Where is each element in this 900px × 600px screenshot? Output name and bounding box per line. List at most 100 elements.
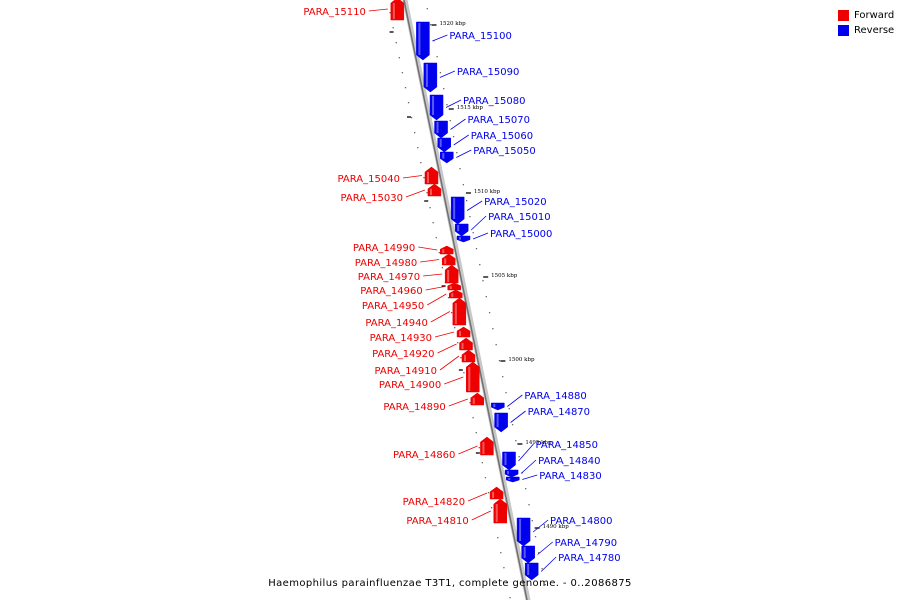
gene-para_14780: [524, 562, 539, 581]
gene-para_14830: [506, 476, 520, 483]
gene-leader-line: [448, 398, 468, 407]
guide-dot: [466, 200, 468, 202]
gene-highlight: [442, 249, 445, 253]
gene-para_15030: [427, 183, 442, 197]
gene-leader-line: [405, 189, 426, 198]
forward-swatch: [838, 10, 849, 21]
guide-dot: [511, 424, 514, 426]
gene-para_14900: [466, 361, 480, 393]
tick-label: 1495 kbp: [525, 440, 552, 446]
legend-reverse: Reverse: [838, 23, 894, 38]
gene-para_14990: [440, 245, 454, 255]
tick-label: 1520 kbp: [440, 21, 467, 27]
gene-label: PARA_14870: [528, 407, 590, 418]
gene-highlight: [451, 293, 454, 297]
gene-para_14930: [456, 326, 471, 338]
gene-label: PARA_15080: [463, 96, 525, 107]
guide-dot: [475, 432, 477, 434]
gene-highlight: [492, 491, 495, 498]
gene-label: PARA_14850: [536, 440, 598, 451]
gene-leader-line: [423, 273, 443, 277]
gene-label: PARA_15000: [490, 229, 552, 240]
gene-highlight: [504, 453, 507, 465]
gene-label: PARA_15110: [303, 7, 365, 18]
gene-label: PARA_15050: [473, 146, 535, 157]
gene-label: PARA_14890: [383, 402, 445, 413]
guide-dot: [479, 264, 481, 266]
gene-highlight: [463, 354, 466, 361]
gene-leader-line: [450, 118, 466, 130]
guide-dot: [528, 504, 530, 506]
guide-dot: [472, 232, 474, 234]
gene-leader-line: [368, 8, 388, 12]
gene-leader-line: [458, 445, 478, 455]
gene-para_14920: [459, 337, 473, 351]
guide-dot: [404, 87, 407, 89]
gene-para_15010: [454, 223, 469, 237]
gene-highlight: [418, 23, 421, 55]
gene-para_14820: [489, 486, 504, 500]
gene-highlight: [426, 172, 429, 183]
guide-dot: [417, 147, 419, 149]
gene-highlight: [519, 519, 522, 541]
gene-highlight: [447, 270, 450, 282]
gene-label: PARA_14910: [375, 366, 437, 377]
guide-dot: [441, 267, 444, 269]
gene-leader-line: [427, 293, 447, 306]
guide-dot: [401, 72, 404, 74]
legend-reverse-label: Reverse: [854, 25, 895, 36]
gene-leader-line: [432, 34, 448, 42]
gene-label: PARA_15030: [341, 193, 403, 204]
genome-caption: Haemophilus parainfluenzae T3T1, complet…: [268, 578, 632, 589]
gene-leader-line: [418, 246, 438, 251]
guide-dot: [492, 328, 494, 330]
guide-dot: [505, 392, 507, 394]
guide-dot: [541, 568, 543, 570]
gene-para_14960: [447, 282, 461, 291]
guide-dot: [506, 582, 508, 584]
gene-highlight: [444, 258, 447, 264]
gene-label: PARA_15100: [449, 31, 511, 42]
gene-para_14810: [493, 498, 508, 524]
guide-dot: [498, 360, 501, 362]
guide-dot: [420, 162, 422, 164]
gene-para_14910: [461, 349, 476, 363]
gene-leader-line: [456, 149, 472, 158]
gene-label: PARA_14940: [365, 318, 427, 329]
gene-leader-line: [510, 410, 526, 423]
gene-leader-line: [445, 99, 462, 108]
gene-leader-line: [520, 459, 537, 474]
guide-dot: [469, 402, 471, 404]
gene-para_15000: [456, 235, 471, 243]
guide-dot: [456, 152, 458, 154]
guide-dot: [503, 567, 505, 569]
guide-dot: [407, 102, 410, 104]
guide-dot: [426, 8, 428, 10]
gene-leader-line: [439, 355, 460, 371]
gene-para_14880: [491, 402, 505, 411]
legend-forward-label: Forward: [854, 10, 895, 21]
gene-leader-line: [540, 556, 557, 572]
gene-para_14850: [502, 451, 516, 471]
guide-dot: [398, 57, 400, 59]
gene-leader-line: [537, 541, 553, 555]
gene-highlight: [495, 504, 498, 522]
gene-para_14980: [441, 253, 456, 266]
guide-dot: [490, 507, 493, 509]
gene-leader-line: [420, 259, 440, 263]
guide-dot: [497, 537, 499, 539]
gene-para_15100: [416, 21, 430, 61]
gene-label: PARA_15040: [338, 174, 400, 185]
guide-dot: [454, 327, 456, 329]
legend-forward: Forward: [838, 8, 894, 23]
gene-leader-line: [444, 376, 464, 385]
gene-highlight: [442, 153, 445, 159]
gene-para_15050: [440, 151, 454, 164]
gene-label: PARA_14980: [355, 258, 417, 269]
gene-highlight: [458, 237, 461, 240]
gene-highlight: [436, 122, 439, 133]
gene-highlight: [468, 367, 471, 391]
gene-leader-line: [402, 175, 423, 179]
gene-para_15080: [429, 94, 444, 121]
